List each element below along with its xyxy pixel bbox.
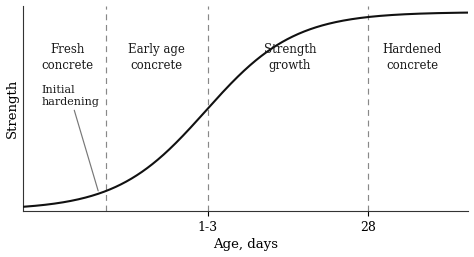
Text: Early age
concrete: Early age concrete xyxy=(128,43,185,72)
X-axis label: Age, days: Age, days xyxy=(213,238,278,251)
Text: Initial
hardening: Initial hardening xyxy=(41,85,99,191)
Y-axis label: Strength: Strength xyxy=(6,79,19,138)
Text: Strength
growth: Strength growth xyxy=(264,43,316,72)
Text: Fresh
concrete: Fresh concrete xyxy=(42,43,94,72)
Text: Hardened
concrete: Hardened concrete xyxy=(383,43,442,72)
